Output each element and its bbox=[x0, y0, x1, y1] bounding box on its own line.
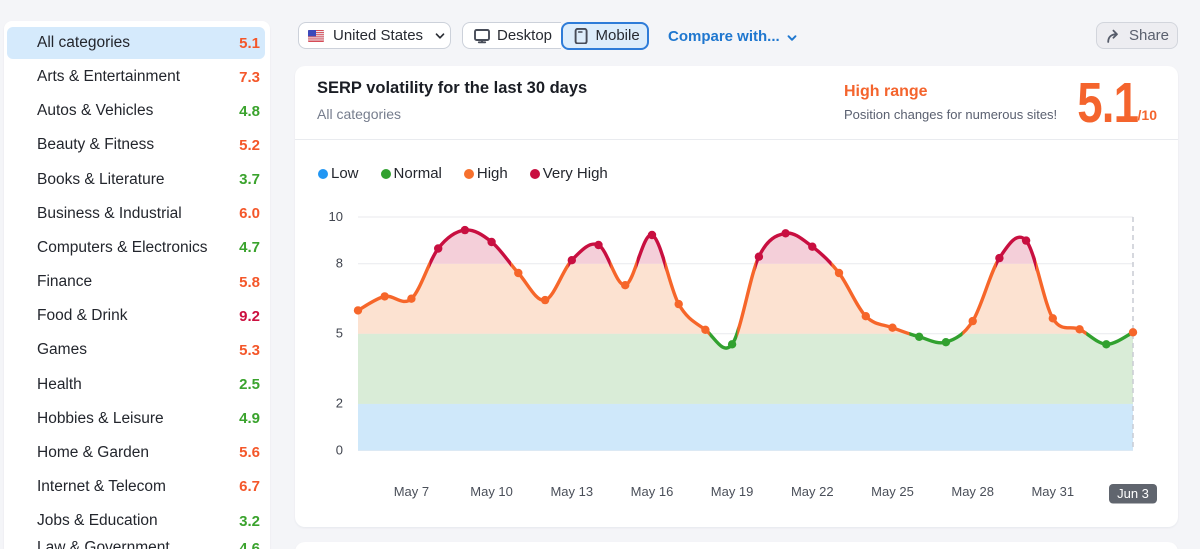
svg-text:5: 5 bbox=[336, 326, 343, 341]
svg-text:0: 0 bbox=[336, 442, 343, 457]
svg-text:May 19: May 19 bbox=[711, 484, 754, 499]
svg-text:May 31: May 31 bbox=[1031, 484, 1074, 499]
svg-text:May 7: May 7 bbox=[394, 484, 429, 499]
svg-text:May 16: May 16 bbox=[631, 484, 674, 499]
svg-text:8: 8 bbox=[336, 256, 343, 271]
svg-text:May 25: May 25 bbox=[871, 484, 914, 499]
svg-text:Jun 3: Jun 3 bbox=[1117, 486, 1149, 501]
svg-text:May 10: May 10 bbox=[470, 484, 513, 499]
svg-text:May 28: May 28 bbox=[951, 484, 994, 499]
svg-text:2: 2 bbox=[336, 396, 343, 411]
svg-text:10: 10 bbox=[329, 209, 343, 224]
svg-text:May 13: May 13 bbox=[550, 484, 593, 499]
svg-text:May 22: May 22 bbox=[791, 484, 834, 499]
